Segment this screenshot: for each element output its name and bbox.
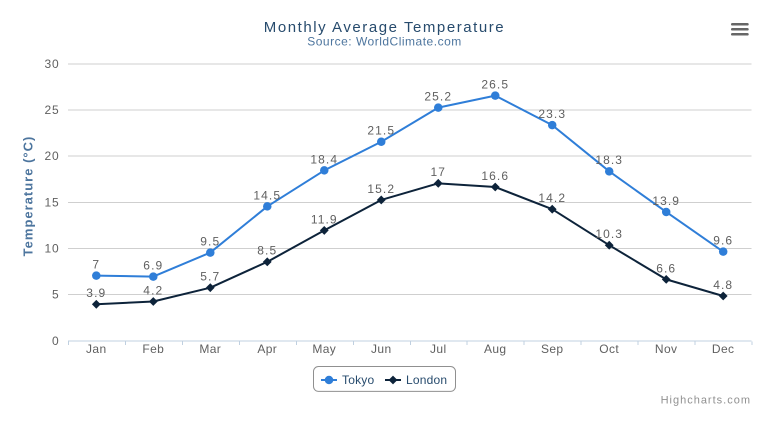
svg-text:Source: WorldClimate.com: Source: WorldClimate.com [307, 35, 462, 49]
svg-text:8.5: 8.5 [257, 244, 277, 258]
svg-text:16.6: 16.6 [481, 169, 509, 183]
svg-text:May: May [312, 342, 336, 356]
svg-text:Nov: Nov [655, 342, 678, 356]
svg-text:3.9: 3.9 [86, 286, 106, 300]
svg-text:Feb: Feb [142, 342, 164, 356]
svg-text:Aug: Aug [484, 342, 507, 356]
svg-text:10.3: 10.3 [595, 227, 623, 241]
svg-text:Dec: Dec [712, 342, 735, 356]
svg-text:Temperature (°C): Temperature (°C) [21, 136, 36, 257]
svg-text:26.5: 26.5 [481, 78, 509, 92]
svg-text:20: 20 [45, 149, 60, 163]
svg-text:Tokyo: Tokyo [342, 373, 374, 387]
svg-text:13.9: 13.9 [652, 194, 680, 208]
svg-text:11.9: 11.9 [311, 212, 338, 226]
svg-text:10: 10 [45, 241, 60, 255]
svg-text:Apr: Apr [257, 342, 277, 356]
svg-text:9.6: 9.6 [713, 234, 733, 248]
svg-text:London: London [406, 373, 447, 387]
svg-text:Mar: Mar [199, 342, 221, 356]
svg-text:Jun: Jun [371, 342, 392, 356]
svg-text:4.8: 4.8 [713, 278, 733, 292]
svg-text:14.5: 14.5 [253, 188, 281, 202]
svg-text:6.6: 6.6 [656, 261, 676, 275]
svg-text:5.7: 5.7 [200, 270, 220, 284]
svg-text:15: 15 [45, 195, 60, 209]
svg-text:9.5: 9.5 [200, 234, 220, 248]
svg-text:Jan: Jan [86, 342, 107, 356]
svg-text:Highcharts.com: Highcharts.com [661, 395, 751, 407]
svg-text:15.2: 15.2 [367, 182, 395, 196]
svg-text:30: 30 [45, 57, 60, 71]
svg-text:7: 7 [92, 258, 100, 272]
svg-text:14.2: 14.2 [538, 191, 566, 205]
svg-text:21.5: 21.5 [367, 124, 395, 138]
svg-text:25.2: 25.2 [424, 90, 452, 104]
svg-text:25: 25 [45, 103, 60, 117]
svg-text:0: 0 [52, 334, 59, 348]
svg-text:18.3: 18.3 [595, 153, 623, 167]
svg-text:Sep: Sep [541, 342, 564, 356]
svg-text:18.4: 18.4 [310, 152, 338, 166]
svg-text:23.3: 23.3 [538, 107, 566, 121]
svg-text:6.9: 6.9 [143, 258, 163, 272]
svg-text:4.2: 4.2 [143, 283, 163, 297]
svg-text:17: 17 [430, 165, 446, 179]
svg-text:5: 5 [52, 288, 59, 302]
svg-text:Jul: Jul [430, 342, 447, 356]
svg-text:Oct: Oct [599, 342, 619, 356]
svg-text:Monthly Average Temperature: Monthly Average Temperature [264, 19, 505, 36]
